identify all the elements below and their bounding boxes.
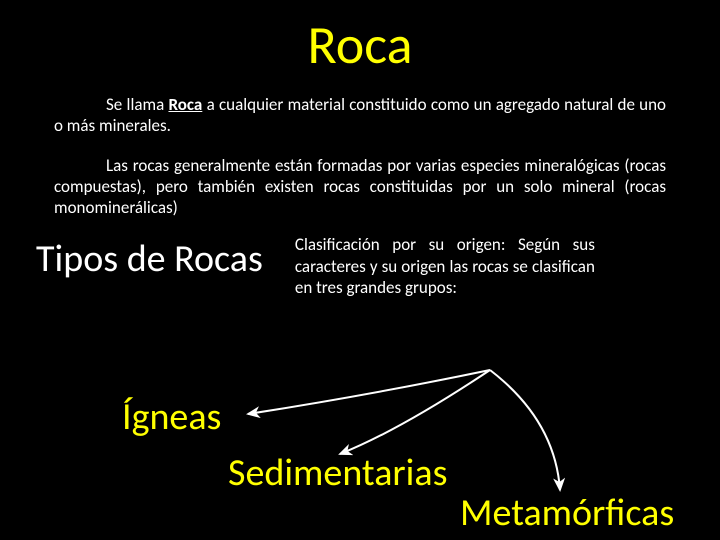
type-sedimentarias: Sedimentarias: [228, 454, 447, 492]
type-igneas: Ígneas: [122, 398, 221, 436]
para1-bold: Roca: [168, 94, 202, 115]
arrow-to-sedimentarias: [340, 370, 490, 454]
para1-prefix: Se llama: [106, 94, 168, 115]
arrow-to-igneas: [248, 370, 490, 414]
classification-description: Clasificación por su origen: Según sus c…: [295, 234, 595, 298]
page-title: Roca: [0, 0, 720, 72]
type-metamorficas: Metamórficas: [460, 494, 674, 532]
arrow-to-metamorficas: [490, 370, 560, 490]
paragraph-composition: Las rocas generalmente están formadas po…: [0, 155, 720, 219]
subtitle-tipos: Tipos de Rocas: [36, 234, 263, 280]
paragraph-definition: Se llama Roca a cualquier material const…: [0, 94, 720, 137]
subtitle-row: Tipos de Rocas Clasificación por su orig…: [0, 234, 720, 298]
para2-text: Las rocas generalmente están formadas po…: [54, 155, 666, 219]
